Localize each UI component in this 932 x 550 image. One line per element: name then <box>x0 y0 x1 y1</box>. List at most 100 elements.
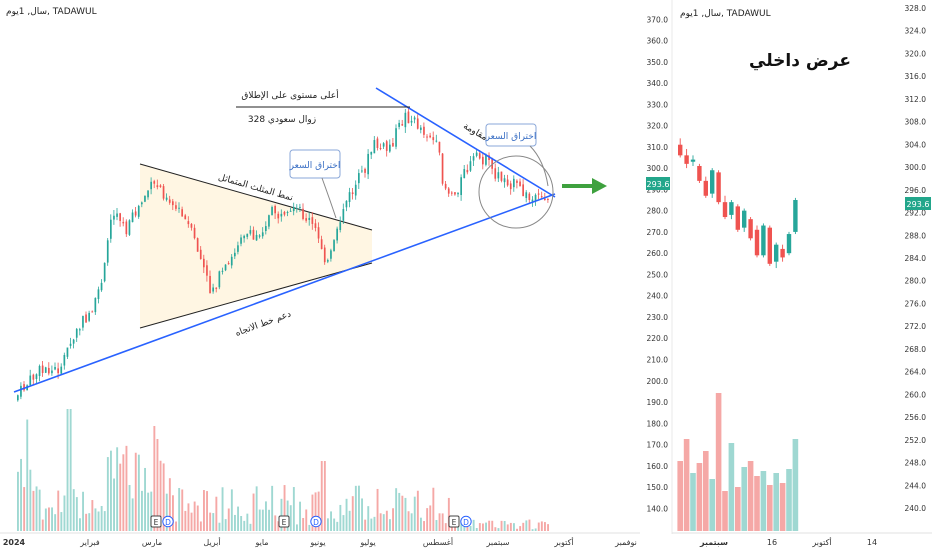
left-candle <box>299 206 301 208</box>
left-candle <box>20 385 22 397</box>
left-candle <box>327 260 329 262</box>
right-candle <box>716 172 721 203</box>
left-candle <box>246 233 249 237</box>
left-candle <box>212 287 214 292</box>
right-y2-tick: 284.0 <box>905 254 927 263</box>
left-x-tick: نوفمبر <box>614 538 637 547</box>
right-y-tick: 160.0 <box>647 462 669 471</box>
earnings-marker[interactable] <box>448 515 460 528</box>
right-y2-tick: 288.0 <box>905 231 927 240</box>
left-candle <box>398 122 400 127</box>
left-candles <box>17 107 549 402</box>
left-volume-bar <box>203 490 205 531</box>
left-candle <box>423 126 425 135</box>
left-x-tick: أغسطس <box>423 537 453 547</box>
left-candle <box>41 365 44 373</box>
left-candle <box>475 152 478 156</box>
left-volume-bar <box>317 491 320 531</box>
right-y2-tick: 248.0 <box>905 459 927 468</box>
left-candle <box>519 181 521 187</box>
dividend-marker[interactable] <box>310 515 322 528</box>
left-volume-bar <box>246 513 249 531</box>
left-volume-bar <box>258 509 261 531</box>
left-volume-bar <box>97 511 100 531</box>
left-candle <box>404 112 407 128</box>
right-y-tick: 180.0 <box>647 419 669 428</box>
left-volume-bar <box>184 510 187 531</box>
left-candle <box>333 240 335 252</box>
left-candle <box>305 218 307 221</box>
left-candle <box>454 192 456 195</box>
left-candle <box>150 181 152 190</box>
left-candle <box>416 118 419 129</box>
dividend-marker[interactable] <box>460 515 472 528</box>
resistance-trend-line <box>375 87 556 198</box>
dividend-marker[interactable] <box>162 515 174 528</box>
right-y-tick: 200.0 <box>647 377 669 386</box>
left-volume-bar <box>485 522 487 531</box>
left-volume-bar <box>361 498 363 531</box>
left-volume-bar <box>320 461 323 531</box>
left-volume-bar <box>351 496 354 531</box>
left-x-tick: يوليو <box>359 538 375 547</box>
left-volume-bar <box>311 494 314 531</box>
right-candle <box>761 225 766 256</box>
left-candle <box>218 271 221 288</box>
right-y-tick: 320.0 <box>647 122 669 131</box>
right-volume-bar <box>696 463 703 531</box>
right-y-tick: 280.0 <box>647 207 669 216</box>
left-candle <box>106 240 109 263</box>
right-candle <box>774 244 779 262</box>
left-candle <box>51 370 53 374</box>
left-candle <box>75 328 78 338</box>
right-volume-bar <box>735 487 741 531</box>
right-y-tick: 360.0 <box>647 37 669 46</box>
right-panel-title: عرض داخلي <box>749 51 851 71</box>
left-volume-bar <box>376 488 379 531</box>
left-candle <box>478 153 481 159</box>
left-candle <box>435 140 438 142</box>
left-volume-bar <box>237 506 239 531</box>
triangle-upper-line <box>139 163 373 231</box>
right-y2-tick: 276.0 <box>905 299 927 308</box>
left-candle <box>134 211 137 216</box>
right-y-tick: 270.0 <box>647 228 669 237</box>
left-candle <box>91 311 94 313</box>
left-volume-bar <box>370 518 373 531</box>
left-candle <box>441 153 444 184</box>
right-volume-bar <box>760 471 767 531</box>
left-candle <box>286 212 289 214</box>
breakout-callout-2: اختراق السعر <box>485 123 549 187</box>
earnings-marker[interactable] <box>150 515 162 528</box>
left-candle <box>23 384 25 391</box>
right-candle <box>690 159 696 162</box>
left-volume-bar <box>367 506 370 531</box>
left-volume-bar <box>497 528 500 531</box>
left-candle <box>323 247 326 263</box>
left-candle <box>57 368 59 374</box>
left-volume-bar <box>348 510 351 531</box>
right-y2-tick: 244.0 <box>905 481 927 490</box>
left-candle <box>503 178 506 183</box>
left-volume-bar <box>119 463 122 531</box>
left-candle <box>184 215 187 220</box>
left-volume-bar <box>69 409 72 531</box>
left-candle <box>54 366 56 370</box>
left-volume-bar <box>410 513 413 531</box>
left-volume-bar <box>60 512 63 531</box>
left-candle <box>330 250 332 259</box>
right-volume-bar <box>747 461 754 531</box>
left-volume-bar <box>178 488 181 531</box>
left-volume-bar <box>20 458 22 531</box>
left-candle <box>178 207 180 209</box>
transition-arrow <box>562 178 607 194</box>
right-y-tick: 170.0 <box>647 441 669 450</box>
right-candle <box>786 234 792 254</box>
right-volume-bar <box>773 473 779 531</box>
right-y2-tick: 256.0 <box>905 413 927 422</box>
left-volume-bar <box>113 478 115 531</box>
price-badge-right <box>905 197 931 210</box>
earnings-marker[interactable] <box>278 515 290 528</box>
right-y2-tick: 296.0 <box>905 186 927 195</box>
left-volume-bar <box>534 528 537 531</box>
